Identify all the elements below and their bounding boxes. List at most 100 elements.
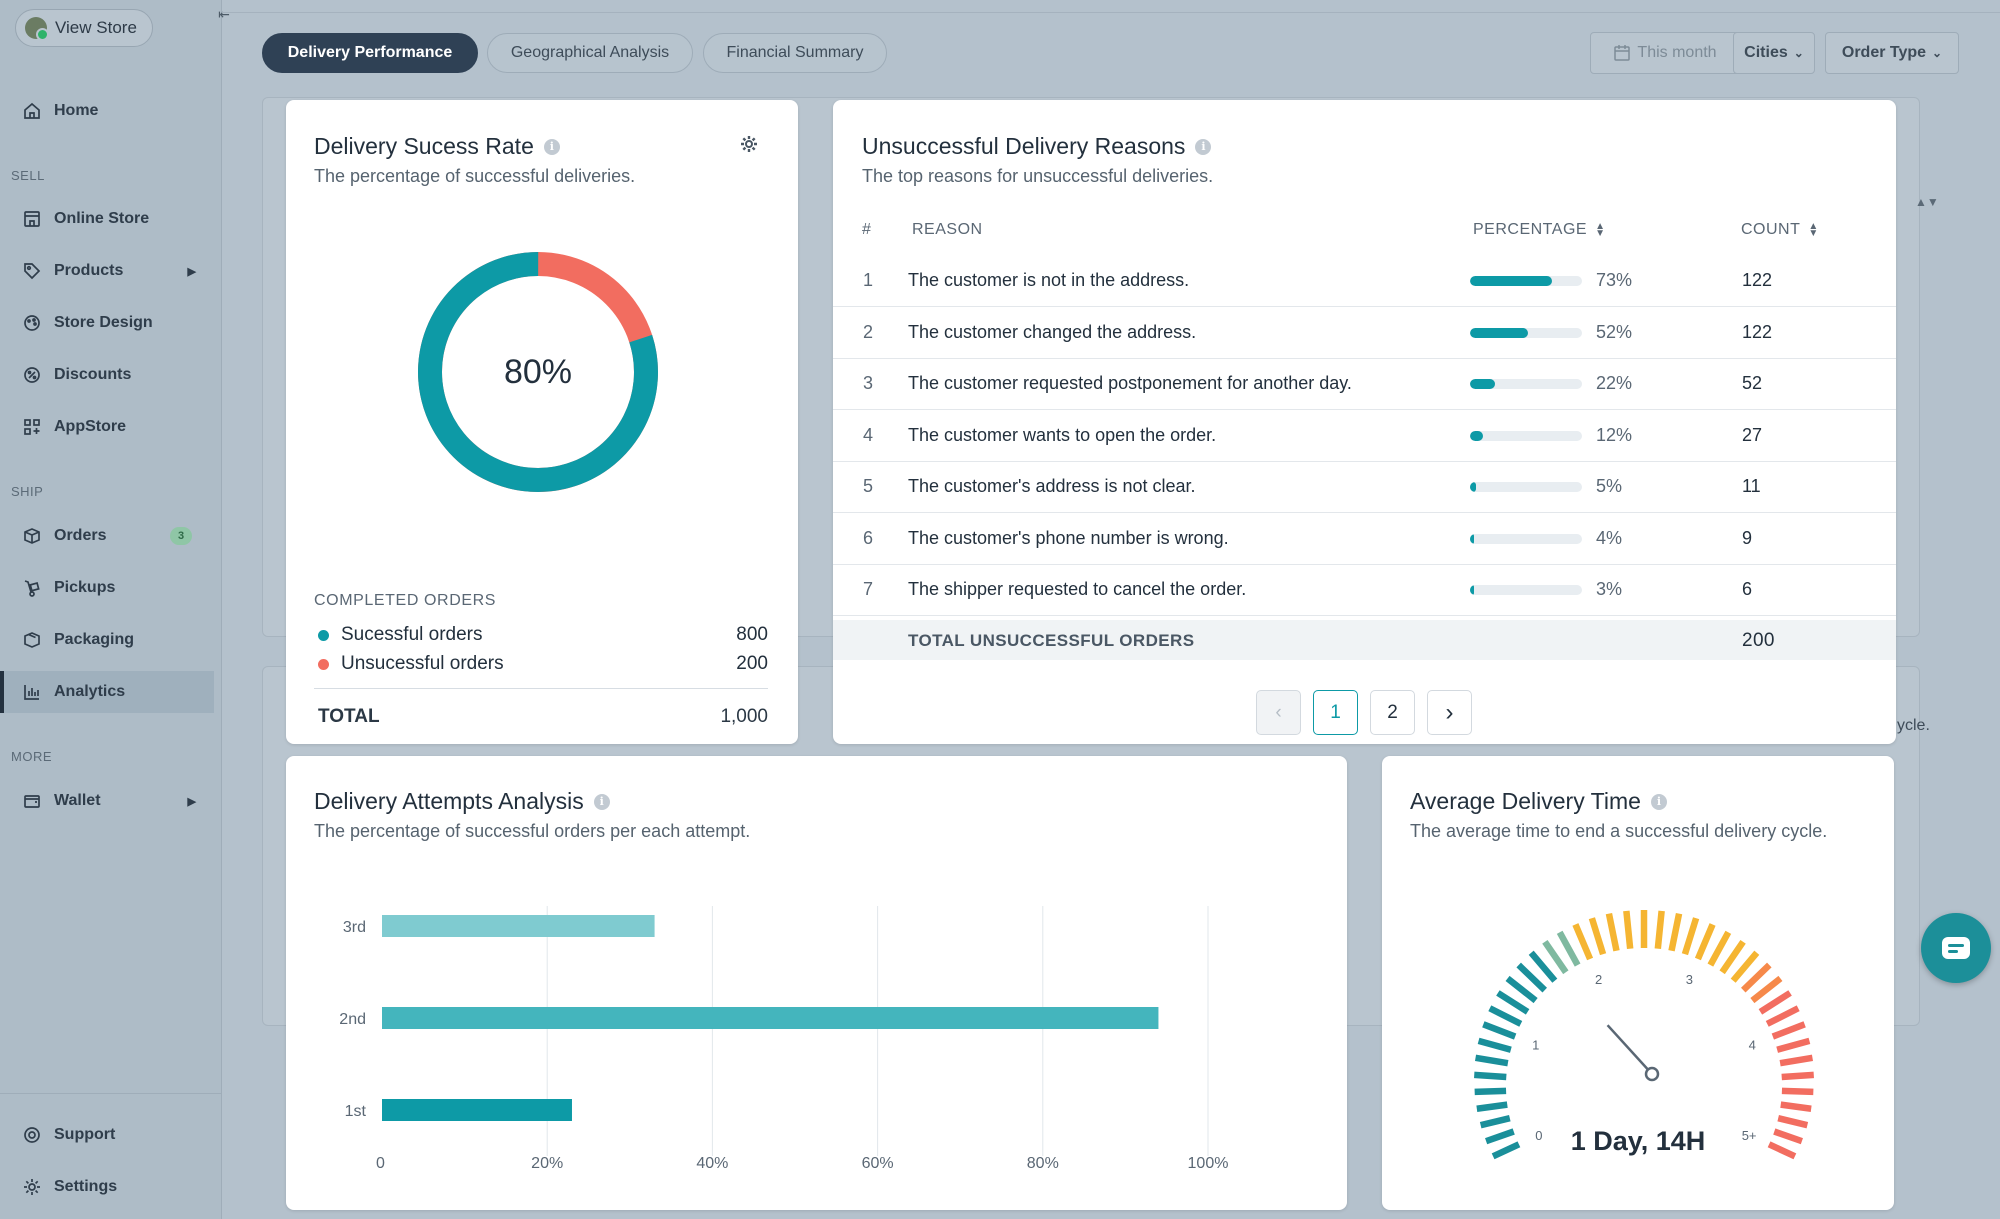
date-filter[interactable]: This month (1590, 32, 1740, 74)
bar (382, 915, 655, 937)
page-button-2[interactable]: 2 (1370, 690, 1415, 735)
y-tick-label: 1st (345, 1103, 367, 1120)
sidebar-item-store-design[interactable]: Store Design (0, 302, 214, 344)
chat-button[interactable] (1921, 913, 1991, 983)
tab-financial-summary[interactable]: Financial Summary (703, 33, 887, 73)
row-count: 122 (1742, 270, 1773, 290)
sort-arrow-icon: ▲▼ (1915, 195, 1939, 209)
header-percentage[interactable]: PERCENTAGE ▲ ▼ (1473, 221, 1605, 239)
sidebar-item-analytics[interactable]: Analytics (0, 671, 214, 713)
tab-delivery-performance[interactable]: Delivery Performance (262, 33, 478, 73)
percentage-bar-fill (1470, 482, 1476, 492)
sidebar-item-online-store[interactable]: Online Store (0, 198, 214, 240)
sidebar-item-wallet[interactable]: Wallet ▶ (0, 780, 214, 822)
gauge-scale-label: 5+ (1742, 1128, 1757, 1143)
percentage-bar (1470, 482, 1582, 492)
gauge-tick (1516, 962, 1547, 993)
row-percentage: 5% (1596, 476, 1623, 496)
tag-icon (22, 261, 42, 281)
collapse-sidebar-icon[interactable]: ⇤ (218, 6, 230, 22)
sidebar-item-settings[interactable]: Settings (0, 1166, 214, 1208)
order-type-filter[interactable]: Order Type ⌄ (1825, 32, 1959, 74)
calendar-icon (1614, 45, 1631, 61)
table-total-label: TOTAL UNSUCCESSFUL ORDERS (908, 631, 1195, 650)
row-count: 27 (1742, 424, 1763, 445)
x-tick-label: 60% (862, 1155, 894, 1172)
info-icon[interactable]: i (1195, 138, 1212, 155)
header-count[interactable]: COUNT ▲ ▼ (1741, 221, 1819, 239)
gauge-scale-label: 0 (1535, 1128, 1542, 1143)
table-row: 5 The customer's address is not clear. 5% 1… (833, 462, 1896, 513)
info-icon[interactable]: i (543, 138, 560, 155)
sidebar-item-appstore[interactable]: AppStore (0, 406, 214, 448)
orders-count-badge: 3 (170, 527, 192, 545)
sidebar-item-pickups[interactable]: Pickups (0, 567, 214, 609)
x-tick-label: 100% (1188, 1155, 1229, 1172)
chevron-right-icon: › (1445, 698, 1454, 726)
gauge-tick (1777, 1115, 1809, 1129)
info-icon[interactable]: i (1650, 793, 1667, 810)
legend-label: Sucessful orders (341, 624, 483, 645)
cities-filter[interactable]: Cities ⌄ (1733, 32, 1815, 74)
section-sell: SELL (11, 168, 45, 183)
card-title: Unsuccessful Delivery Reasons i (862, 133, 1212, 160)
gear-icon[interactable] (739, 134, 759, 154)
card-title: Average Delivery Time i (1410, 788, 1667, 815)
view-store-label: View Store (55, 18, 137, 37)
reasons-title: Unsuccessful Delivery Reasons (862, 133, 1186, 159)
gauge-tick (1477, 1037, 1512, 1053)
percentage-bar-fill (1470, 327, 1529, 338)
gauge-tick (1707, 930, 1732, 967)
tab-geographical-analysis[interactable]: Geographical Analysis (487, 33, 693, 73)
page-button-1[interactable]: 1 (1313, 690, 1358, 735)
unsuccessful-reasons-card: Unsuccessful Delivery Reasons i The top … (833, 100, 1896, 744)
percentage-bar-fill (1470, 430, 1484, 441)
donut-success-arc (418, 252, 658, 492)
chevron-left-icon: ‹ (1275, 701, 1282, 723)
gauge-tick (1758, 990, 1792, 1015)
gauge-tick (1694, 923, 1716, 961)
sidebar-item-orders[interactable]: Orders 3 (0, 515, 214, 557)
row-reason: The customer wants to open the order. (908, 424, 1217, 445)
section-more: MORE (11, 749, 52, 764)
gauge-scale-label: 4 (1749, 1037, 1756, 1052)
sidebar-item-label: Discounts (54, 366, 132, 383)
sidebar: View Store Home SELL Online Store Produc… (0, 0, 222, 1219)
sidebar-item-support[interactable]: Support (0, 1114, 214, 1156)
sort-icon[interactable]: ▲ ▼ (1808, 221, 1819, 239)
sidebar-item-discounts[interactable]: Discounts (0, 354, 214, 396)
legend-dot (318, 629, 329, 641)
order-type-filter-label: Order Type (1841, 44, 1927, 61)
percentage-bar (1470, 327, 1582, 338)
gauge-tick (1474, 1071, 1507, 1081)
sidebar-item-home[interactable]: Home (0, 90, 214, 132)
background-text: ycle. (1897, 717, 1930, 734)
gauge-tick (1781, 1071, 1814, 1081)
table-row: 1 The customer is not in the address. 73% 1… (833, 256, 1896, 307)
total-label: TOTAL (318, 706, 380, 727)
card-subtitle: The percentage of successful deliveries. (314, 166, 636, 186)
delivery-success-card: Delivery Sucess Rate i The percentage of… (286, 100, 798, 744)
percentage-bar-fill (1470, 533, 1475, 544)
info-icon[interactable]: i (593, 793, 610, 810)
legend-title: COMPLETED ORDERS (314, 592, 497, 609)
sort-icon[interactable]: ▲ ▼ (1595, 221, 1606, 239)
header-percentage-label: PERCENTAGE (1473, 221, 1588, 238)
gauge-tick (1474, 1054, 1509, 1067)
gauge-tick (1767, 1141, 1797, 1160)
total-divider (314, 688, 768, 689)
attempts-title: Delivery Attempts Analysis (314, 788, 584, 814)
x-tick-label: 20% (531, 1155, 563, 1172)
sidebar-item-products[interactable]: Products ▶ (0, 250, 214, 292)
table-row: 2 The customer changed the address. 52% 122 (833, 308, 1896, 359)
view-store-button[interactable]: View Store (15, 9, 153, 47)
sidebar-item-packaging[interactable]: Packaging (0, 619, 214, 661)
legend-dot (318, 658, 329, 670)
row-count: 11 (1742, 476, 1761, 496)
next-page-button[interactable]: › (1427, 690, 1472, 735)
sidebar-item-label: Store Design (54, 314, 153, 331)
prev-page-button[interactable]: ‹ (1256, 690, 1301, 735)
gauge-scale-label: 3 (1686, 972, 1693, 987)
header-num: # (862, 221, 872, 238)
gauge-tick (1668, 912, 1683, 952)
